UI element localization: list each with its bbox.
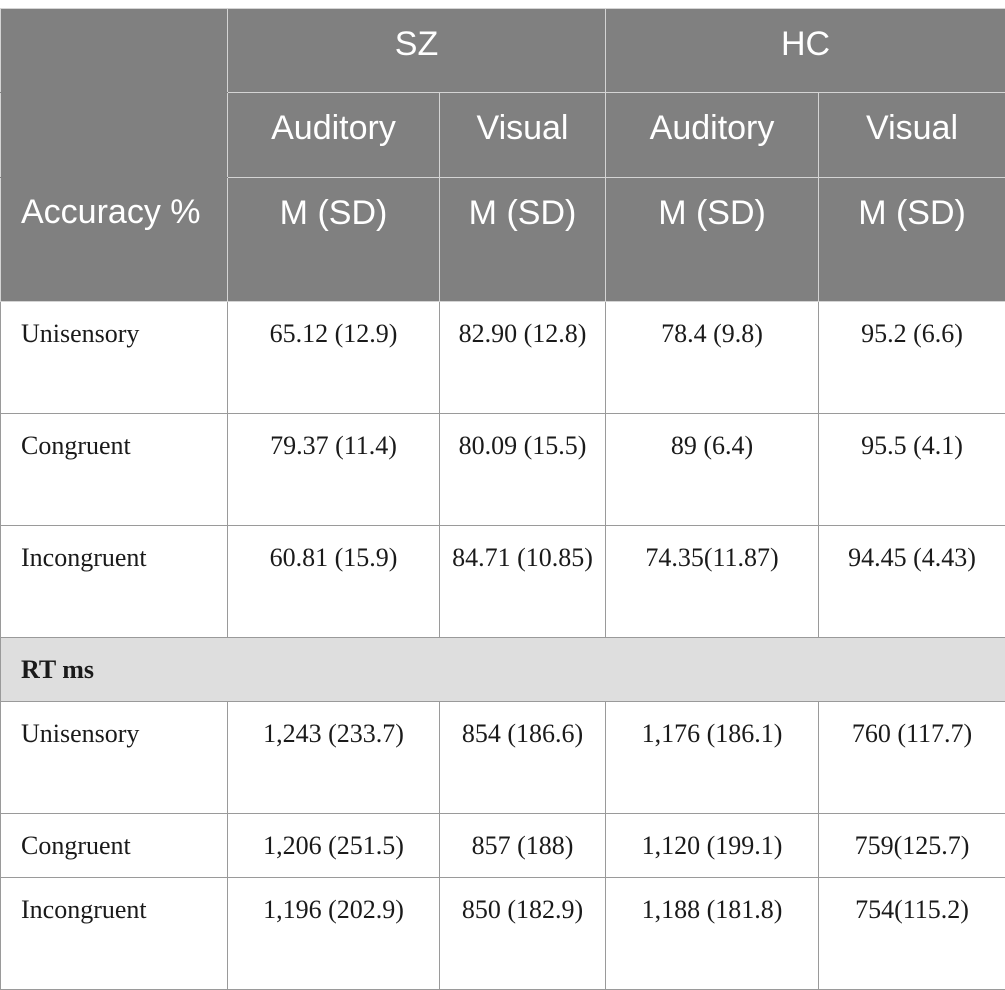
cell-sz-auditory: 1,196 (202.9) <box>228 878 440 990</box>
cell-sz-auditory: 60.81 (15.9) <box>228 526 440 638</box>
cell-hc-visual: 94.45 (4.43) <box>819 526 1005 638</box>
cell-sz-visual: 850 (182.9) <box>440 878 606 990</box>
cell-hc-auditory: 89 (6.4) <box>606 414 819 526</box>
subheader-hc-visual: Visual <box>819 93 1005 178</box>
cell-sz-auditory: 65.12 (12.9) <box>228 302 440 414</box>
cell-sz-auditory: 1,206 (251.5) <box>228 814 440 878</box>
row-label: Congruent <box>1 414 228 526</box>
row-label: Incongruent <box>1 878 228 990</box>
table-row: Incongruent 1,196 (202.9) 850 (182.9) 1,… <box>1 878 1005 990</box>
cell-sz-visual: 84.71 (10.85) <box>440 526 606 638</box>
cell-hc-visual: 759(125.7) <box>819 814 1005 878</box>
table-row: Congruent 79.37 (11.4) 80.09 (15.5) 89 (… <box>1 414 1005 526</box>
stat-header: M (SD) <box>228 178 440 302</box>
group-header-sz: SZ <box>228 9 606 93</box>
group-header-hc: HC <box>606 9 1005 93</box>
cell-sz-visual: 80.09 (15.5) <box>440 414 606 526</box>
table-row: Congruent 1,206 (251.5) 857 (188) 1,120 … <box>1 814 1005 878</box>
table-row: Unisensory 1,243 (233.7) 854 (186.6) 1,1… <box>1 702 1005 814</box>
header-stub-cell <box>1 9 228 93</box>
accuracy-header: Accuracy % <box>1 178 228 302</box>
cell-sz-visual: 854 (186.6) <box>440 702 606 814</box>
cell-sz-visual: 857 (188) <box>440 814 606 878</box>
table-figure: SZ HC Auditory Visual Auditory Visual Ac… <box>0 0 1005 950</box>
row-label: Incongruent <box>1 526 228 638</box>
section-label-rt: RT ms <box>1 638 1005 702</box>
table-body: Unisensory 65.12 (12.9) 82.90 (12.8) 78.… <box>1 302 1005 990</box>
header-stub-cell <box>1 93 228 178</box>
cell-sz-visual: 82.90 (12.8) <box>440 302 606 414</box>
results-table: SZ HC Auditory Visual Auditory Visual Ac… <box>0 8 1005 990</box>
table-row: Unisensory 65.12 (12.9) 82.90 (12.8) 78.… <box>1 302 1005 414</box>
section-row-rt: RT ms <box>1 638 1005 702</box>
cell-hc-auditory: 1,176 (186.1) <box>606 702 819 814</box>
cell-hc-visual: 760 (117.7) <box>819 702 1005 814</box>
cell-hc-auditory: 74.35(11.87) <box>606 526 819 638</box>
subheader-hc-auditory: Auditory <box>606 93 819 178</box>
cell-hc-auditory: 78.4 (9.8) <box>606 302 819 414</box>
subheader-sz-visual: Visual <box>440 93 606 178</box>
cell-hc-visual: 95.2 (6.6) <box>819 302 1005 414</box>
cell-sz-auditory: 1,243 (233.7) <box>228 702 440 814</box>
stat-header: M (SD) <box>606 178 819 302</box>
cell-hc-visual: 754(115.2) <box>819 878 1005 990</box>
stat-header: M (SD) <box>819 178 1005 302</box>
row-label: Unisensory <box>1 702 228 814</box>
table-header: SZ HC Auditory Visual Auditory Visual Ac… <box>1 9 1005 302</box>
row-label: Congruent <box>1 814 228 878</box>
stat-header: M (SD) <box>440 178 606 302</box>
cell-hc-auditory: 1,120 (199.1) <box>606 814 819 878</box>
subheader-sz-auditory: Auditory <box>228 93 440 178</box>
row-label: Unisensory <box>1 302 228 414</box>
cell-sz-auditory: 79.37 (11.4) <box>228 414 440 526</box>
cell-hc-visual: 95.5 (4.1) <box>819 414 1005 526</box>
table-row: Incongruent 60.81 (15.9) 84.71 (10.85) 7… <box>1 526 1005 638</box>
cell-hc-auditory: 1,188 (181.8) <box>606 878 819 990</box>
